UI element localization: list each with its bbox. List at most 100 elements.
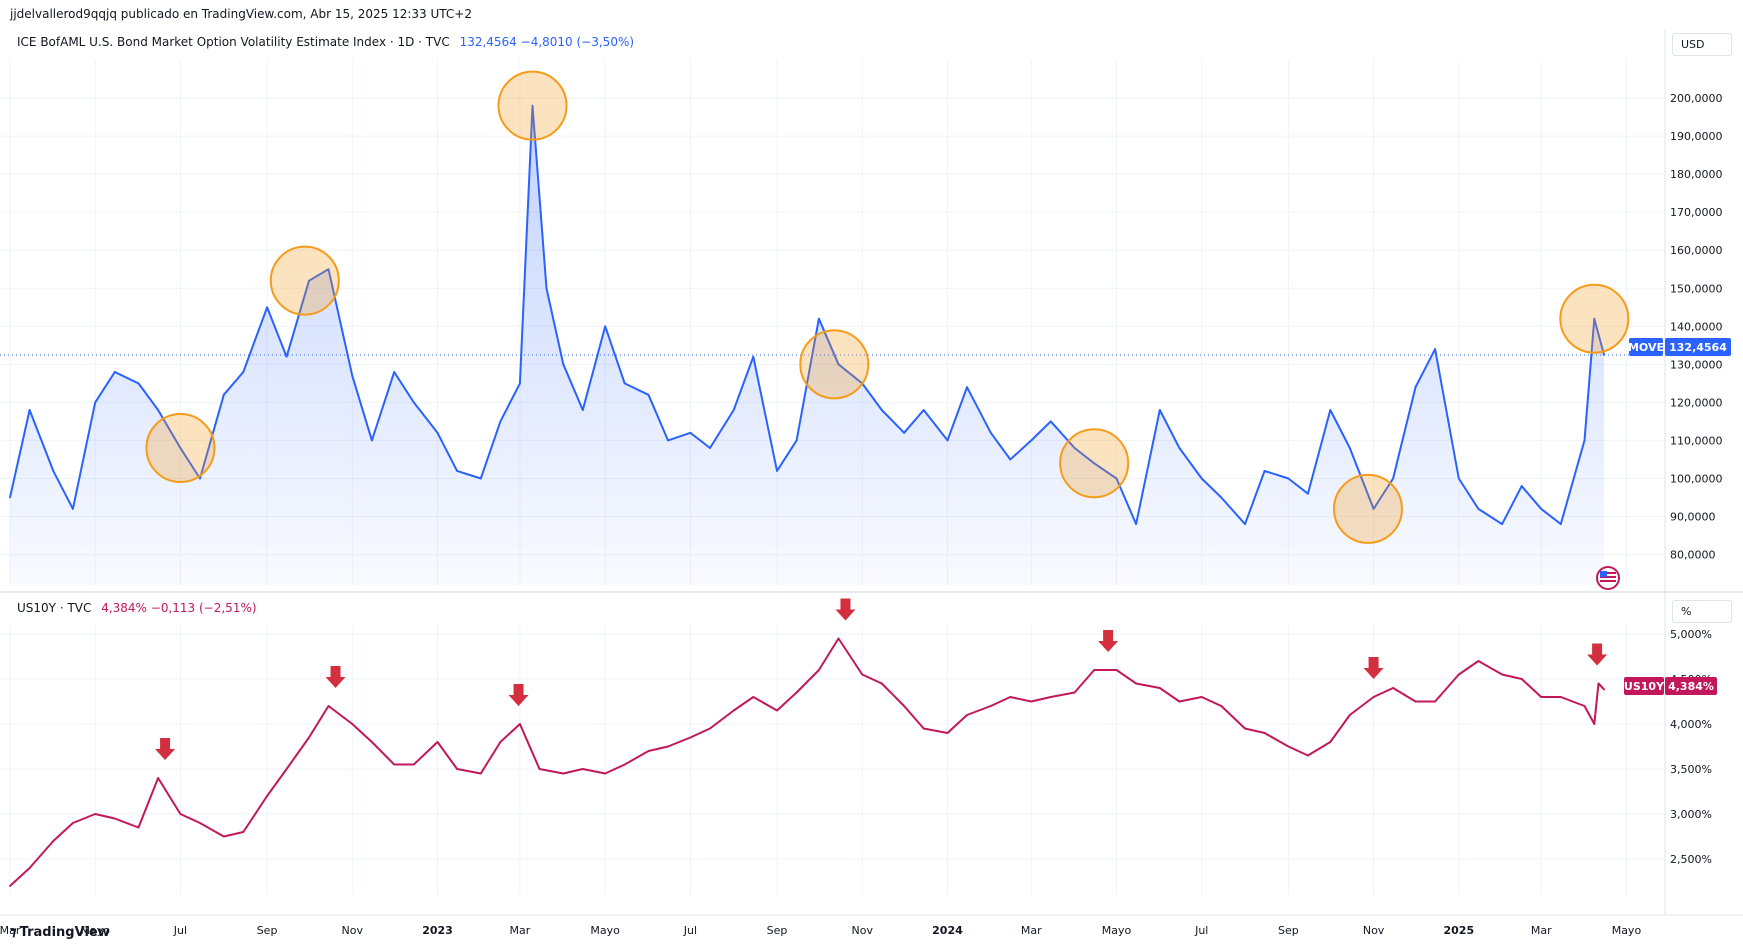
us10y-point: [623, 763, 626, 766]
us10y-point: [351, 723, 354, 725]
move-point: [1414, 386, 1417, 389]
us10y-point: [903, 705, 906, 707]
move-point: [1200, 477, 1203, 480]
move-point: [903, 431, 906, 434]
move-point: [1348, 447, 1351, 449]
us10y-line-path: [9, 637, 1605, 887]
x-tick-label: 2024: [932, 924, 963, 937]
top-y-tick-label: 100,0000: [1670, 472, 1723, 485]
x-tick-label: Jul: [1194, 924, 1208, 937]
us10y-point: [199, 822, 201, 824]
us10y-point: [285, 768, 288, 770]
us10y-highlight-arrows: [155, 598, 1608, 760]
move-point: [1501, 523, 1504, 526]
move-point: [1158, 409, 1161, 411]
move-point: [519, 382, 521, 385]
move-point: [9, 496, 11, 499]
us10y-point: [479, 772, 482, 775]
move-point: [1392, 477, 1395, 480]
top-y-axis: 80,0000 90,0000 100,0000 110,0000 120,0000 13…: [1670, 92, 1723, 562]
move-point: [266, 306, 268, 309]
us10y-point: [1073, 691, 1076, 694]
move-point: [667, 439, 669, 442]
us10y-legend[interactable]: US10Y · TVC 4,384% −0,113 (−2,51%): [17, 601, 257, 615]
move-point: [1178, 447, 1181, 449]
move-point: [1115, 477, 1118, 480]
move-point: [1263, 469, 1266, 472]
move-point: [327, 268, 330, 271]
top-y-tick-label: 110,0000: [1670, 434, 1723, 447]
x-tick-label: Mayo: [590, 924, 620, 937]
x-tick-label: Mar: [1021, 924, 1042, 937]
move-point: [94, 401, 97, 404]
x-tick-label: Nov: [342, 924, 364, 937]
us10y-point: [1263, 732, 1266, 734]
move-point: [1457, 477, 1460, 480]
us10y-point: [308, 736, 310, 739]
us10y-point: [1220, 705, 1223, 707]
move-point: [880, 409, 883, 411]
bottom-pane-grid: [0, 625, 1665, 895]
highlight-circle: [1332, 473, 1403, 544]
move-point: [989, 431, 992, 434]
us10y-point: [28, 867, 31, 869]
us10y-point: [1414, 700, 1417, 703]
move-point: [1434, 348, 1436, 351]
move-point: [581, 409, 584, 411]
us10y-point: [795, 691, 798, 694]
move-legend[interactable]: ICE BofAML U.S. Bond Market Option Volat…: [17, 35, 634, 49]
x-tick-label: Mar: [0, 924, 21, 937]
us10y-point: [1392, 687, 1395, 689]
move-point: [604, 325, 607, 328]
us10y-price-tag-value: 4,384%: [1668, 680, 1714, 693]
bottom-y-tick-label: 3,000%: [1670, 808, 1712, 821]
move-point: [709, 447, 711, 449]
x-tick-label: Mayo: [80, 924, 110, 937]
down-arrow-icon: [155, 738, 176, 760]
top-y-tick-label: 180,0000: [1670, 168, 1723, 181]
us10y-point: [1597, 682, 1600, 685]
tradingview-logo[interactable]: ⁊ TradingView: [10, 925, 110, 940]
us10y-point: [1135, 682, 1137, 685]
us10y-point: [1434, 700, 1436, 703]
move-line-path: [9, 104, 1606, 526]
us10y-point: [581, 768, 584, 770]
us10y-line: [9, 637, 1606, 887]
move-point: [113, 371, 116, 373]
x-tick-label: Mayo: [1612, 924, 1642, 937]
tradingview-logo-icon: ⁊: [10, 925, 17, 940]
us10y-point: [562, 772, 565, 775]
us10y-point: [1593, 723, 1596, 725]
x-tick-label: Jul: [683, 924, 697, 937]
us10y-point: [989, 705, 992, 707]
move-point: [52, 469, 55, 472]
move-point: [1244, 523, 1246, 526]
x-tick-label: Mar: [510, 924, 531, 937]
move-point: [732, 409, 735, 411]
bottom-unit-button[interactable]: %: [1672, 600, 1732, 623]
us10y-point: [393, 763, 396, 766]
move-point: [242, 371, 245, 373]
x-tick-label: Nov: [852, 924, 874, 937]
move-point: [1287, 477, 1290, 480]
us10y-point: [818, 669, 820, 671]
move-area-fill: [10, 105, 1605, 585]
top-y-tick-label: 170,0000: [1670, 206, 1723, 219]
us10y-point: [1348, 714, 1351, 716]
us10y-point: [1372, 696, 1375, 698]
published-line: jjdelvallerod9qqjq publicado en TradingV…: [10, 7, 472, 21]
top-y-tick-label: 160,0000: [1670, 244, 1723, 257]
move-point: [922, 409, 925, 411]
move-point: [479, 477, 482, 480]
flag-icon[interactable]: [1596, 566, 1620, 590]
top-currency-button[interactable]: USD: [1672, 33, 1732, 56]
us10y-point: [861, 673, 864, 676]
bottom-y-tick-label: 3,500%: [1670, 763, 1712, 776]
x-tick-label: Jul: [173, 924, 187, 937]
move-point: [351, 374, 354, 377]
move-point: [222, 393, 225, 396]
us10y-point: [1520, 678, 1523, 680]
move-point: [308, 279, 310, 282]
x-tick-label: Sep: [767, 924, 788, 937]
